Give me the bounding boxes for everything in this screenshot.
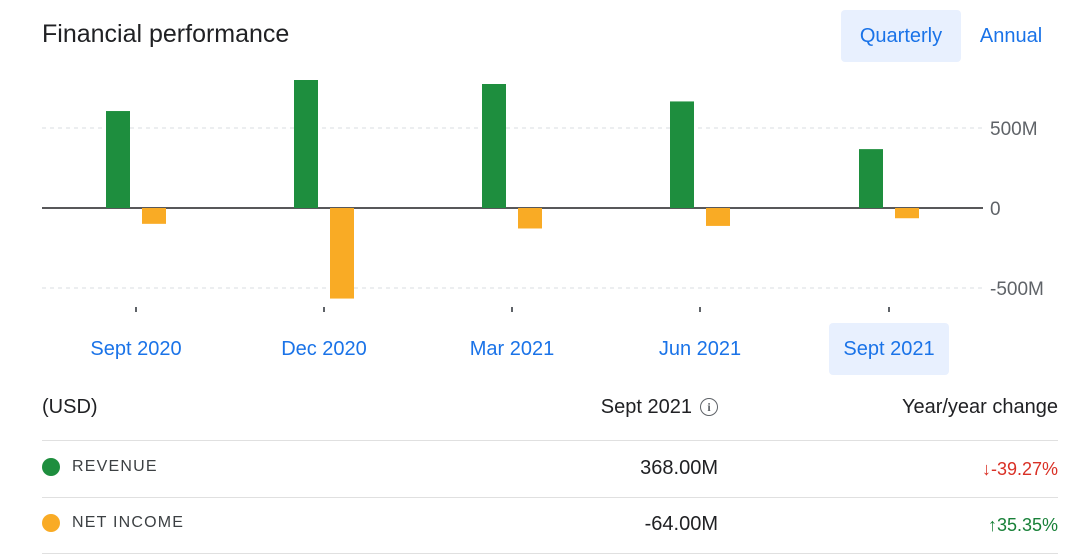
period-button[interactable]: Jun 2021 xyxy=(658,338,742,360)
revenue-row-label: REVENUE xyxy=(42,458,158,476)
net-income-bar xyxy=(518,208,542,229)
divider xyxy=(42,497,1058,498)
revenue-change-value: -39.27% xyxy=(990,459,1058,479)
table-header-currency: (USD) xyxy=(42,396,98,418)
revenue-bar xyxy=(859,149,883,208)
divider xyxy=(42,440,1058,441)
table-header-period: Sept 2021 i xyxy=(601,396,718,419)
period-button[interactable]: Sept 2020 xyxy=(90,338,182,360)
y-tick-label: 500M xyxy=(990,119,1038,140)
table-header-change: Year/year change xyxy=(901,396,1058,418)
annual-toggle[interactable]: Annual xyxy=(979,25,1043,47)
revenue-change: ↓-39.27% xyxy=(982,459,1058,480)
net-income-bar xyxy=(706,208,730,226)
x-tick-mark xyxy=(511,307,513,312)
net-income-legend-dot xyxy=(42,514,60,532)
bar-chart: 500M 0 -500M xyxy=(42,80,1044,312)
table-header-period-label: Sept 2021 xyxy=(600,396,692,418)
arrow-down-icon: ↓ xyxy=(981,459,991,479)
x-tick-mark xyxy=(888,307,890,312)
x-tick-mark xyxy=(323,307,325,312)
info-icon[interactable]: i xyxy=(700,398,718,416)
net-income-change: ↑35.35% xyxy=(988,515,1058,536)
divider xyxy=(42,553,1058,554)
net-income-bar xyxy=(895,208,919,219)
revenue-value: 368.00M xyxy=(640,457,718,479)
y-tick-label: -500M xyxy=(990,279,1044,300)
net-income-label: NET INCOME xyxy=(72,514,185,531)
period-button[interactable]: Dec 2020 xyxy=(281,338,367,360)
revenue-bar xyxy=(670,101,694,208)
period-button[interactable]: Sept 2021 xyxy=(829,323,949,375)
revenue-bar xyxy=(106,111,130,208)
revenue-bar xyxy=(294,80,318,208)
revenue-legend-dot xyxy=(42,458,60,476)
y-tick-label: 0 xyxy=(990,199,1001,220)
x-tick-mark xyxy=(135,307,137,312)
arrow-up-icon: ↑ xyxy=(987,515,997,535)
net-income-value: -64.00M xyxy=(644,513,718,535)
net-income-bar xyxy=(330,208,354,299)
net-income-bar xyxy=(142,208,166,224)
revenue-label: REVENUE xyxy=(72,458,158,475)
net-income-change-value: 35.35% xyxy=(996,515,1058,535)
net-income-row-label: NET INCOME xyxy=(42,514,184,532)
x-tick-mark xyxy=(699,307,701,312)
period-button[interactable]: Mar 2021 xyxy=(469,338,555,360)
revenue-bar xyxy=(482,84,506,208)
chart-title: Financial performance xyxy=(42,20,290,48)
quarterly-toggle[interactable]: Quarterly xyxy=(841,10,961,62)
